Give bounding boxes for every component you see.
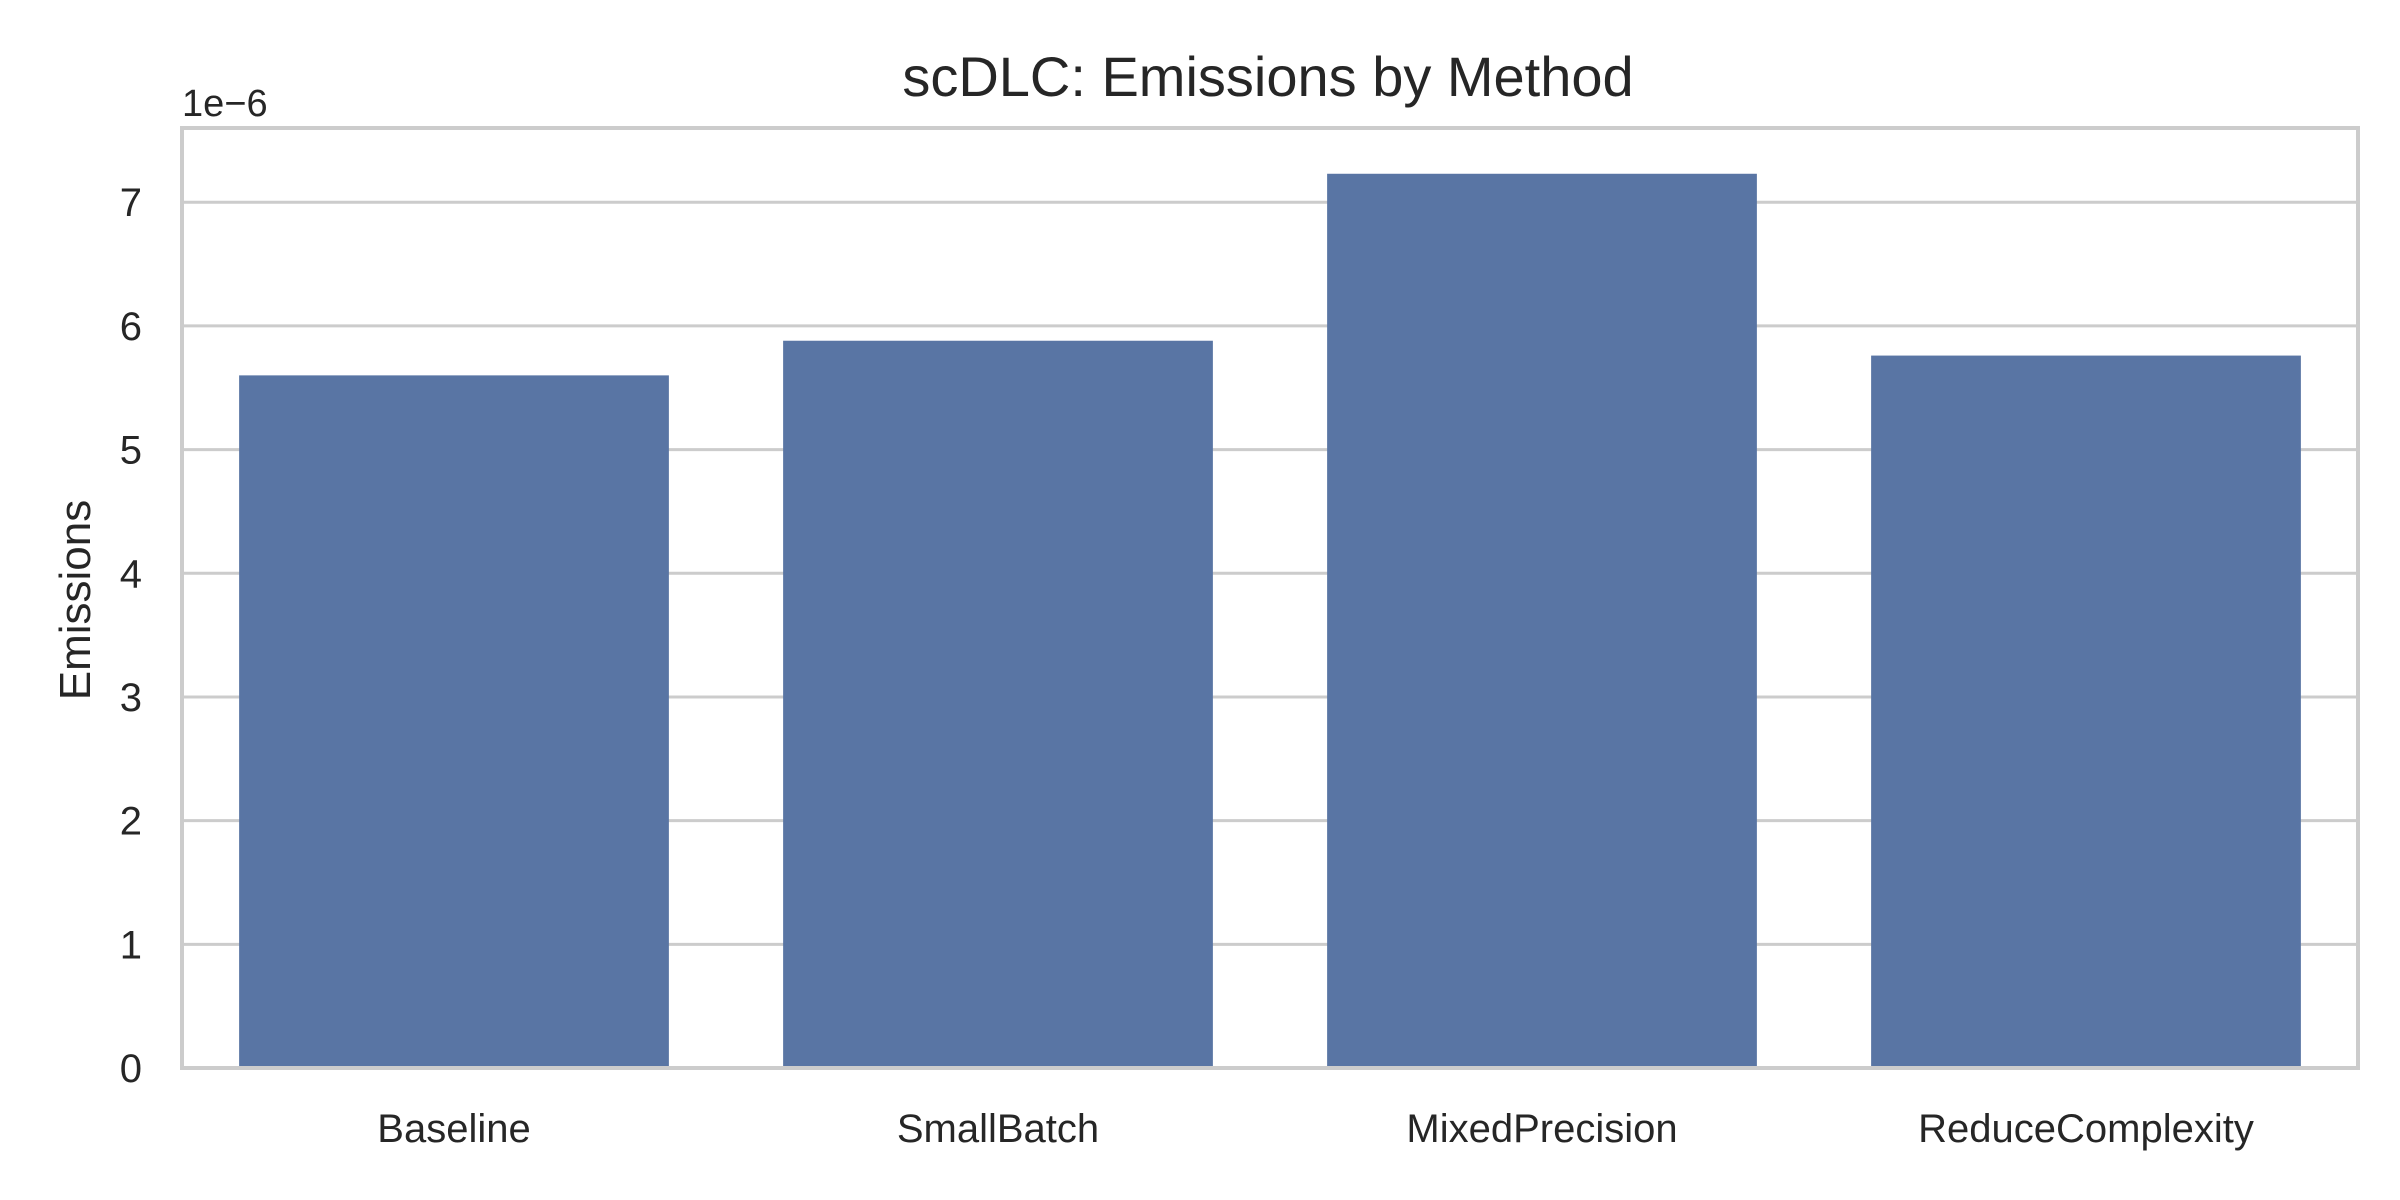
- bar-baseline: [239, 375, 669, 1068]
- bars: [239, 173, 2301, 1069]
- y-axis-ticks: 0 1 2 3 4 5 6 7: [120, 181, 142, 1091]
- y-axis-offset-label: 1e−6: [182, 83, 268, 125]
- y-tick-label: 0: [120, 1047, 142, 1091]
- y-tick-label: 7: [120, 181, 142, 225]
- y-tick-label: 6: [120, 305, 142, 349]
- y-axis-label: Emissions: [51, 500, 100, 701]
- bar-reducecomplexity: [1871, 355, 2301, 1068]
- x-tick-label: ReduceComplexity: [1918, 1107, 2254, 1151]
- x-tick-label: MixedPrecision: [1406, 1107, 1677, 1151]
- x-tick-label: SmallBatch: [897, 1107, 1099, 1151]
- y-tick-label: 4: [120, 552, 142, 596]
- x-axis-ticks: Baseline SmallBatch MixedPrecision ReduceCo…: [377, 1107, 2254, 1151]
- x-tick-label: Baseline: [377, 1107, 530, 1151]
- bar-smallbatch: [783, 340, 1213, 1069]
- y-tick-label: 2: [120, 800, 142, 844]
- plot-frame: [180, 126, 2360, 1070]
- bar-mixedprecision: [1327, 173, 1757, 1068]
- y-tick-label: 3: [120, 676, 142, 720]
- y-tick-label: 1: [120, 923, 142, 967]
- y-tick-label: 5: [120, 429, 142, 473]
- chart-title: scDLC: Emissions by Method: [902, 45, 1633, 108]
